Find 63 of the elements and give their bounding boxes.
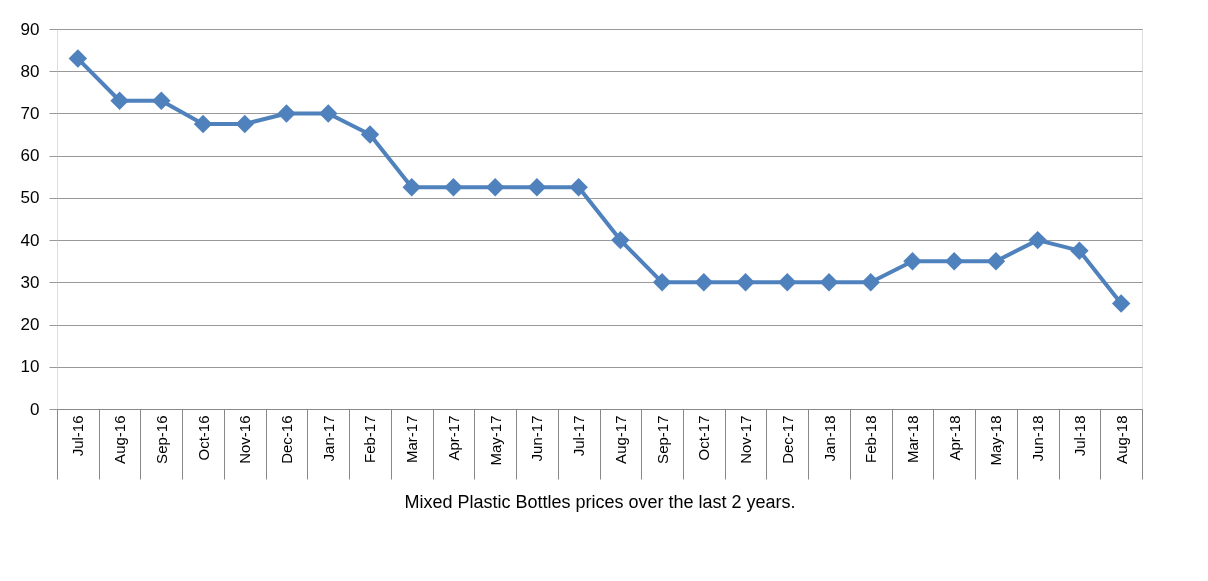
x-tick-label: Jan-18 <box>820 415 838 462</box>
point <box>944 252 964 271</box>
x-tick-label: Mar-17 <box>403 415 421 464</box>
point <box>485 178 505 197</box>
x-axis-title: Mixed Plastic Bottles prices over the last 2 years. <box>404 492 796 512</box>
y-tick-label: 70 <box>20 103 40 123</box>
y-tick-label: 60 <box>20 146 40 166</box>
x-tick-label: Oct-16 <box>194 415 212 461</box>
x-tick-label: Jul-17 <box>570 415 588 457</box>
x-tick-label: Apr-17 <box>444 415 462 461</box>
y-tick-label: 10 <box>20 357 40 377</box>
point <box>110 91 129 110</box>
x-tick-label: Jan-17 <box>319 415 337 462</box>
point <box>402 178 421 197</box>
point <box>778 273 797 292</box>
point <box>694 273 714 292</box>
point <box>1070 241 1089 260</box>
x-tick-label: Jul-16 <box>69 415 87 457</box>
y-tick-label: 20 <box>20 315 40 335</box>
point <box>611 230 630 250</box>
x-tick-label: Feb-17 <box>361 415 379 464</box>
y-tick-label: 90 <box>20 19 40 39</box>
point <box>903 252 922 271</box>
x-tick-label: Oct-17 <box>695 415 713 461</box>
point <box>68 49 88 68</box>
y-tick-label: 40 <box>20 230 40 250</box>
x-tick-label: Aug-17 <box>611 415 629 464</box>
x-tick-label: Dec-16 <box>278 415 296 464</box>
x-tick-label: May-17 <box>486 415 504 466</box>
x-tick-label: Dec-17 <box>778 415 796 464</box>
x-tick-label: Mar-18 <box>903 415 921 464</box>
x-tick-label: Nov-17 <box>737 415 755 464</box>
point <box>986 252 1006 271</box>
y-tick-label: 80 <box>20 61 40 81</box>
x-tick-label: Aug-18 <box>1112 415 1130 464</box>
x-tick-label: Apr-18 <box>945 415 963 461</box>
x-tick-label: Jun-18 <box>1029 415 1047 462</box>
point <box>569 178 588 197</box>
point <box>235 114 255 134</box>
point <box>319 104 338 123</box>
point <box>360 125 380 144</box>
x-tick-label: Sep-16 <box>152 415 170 464</box>
x-tick-label: Aug-16 <box>111 415 129 464</box>
point <box>152 91 171 110</box>
point <box>193 114 213 134</box>
y-tick-label: 0 <box>30 399 40 419</box>
x-tick-label: Sep-17 <box>653 415 671 464</box>
point <box>652 273 672 292</box>
point <box>277 104 296 123</box>
point <box>819 273 839 292</box>
x-tick-label: Jun-17 <box>528 415 546 462</box>
x-tick-label: Feb-18 <box>862 415 880 464</box>
point <box>1028 230 1047 250</box>
point <box>444 178 463 197</box>
x-tick-label: Jul-18 <box>1070 415 1088 457</box>
y-tick-label: 50 <box>20 188 40 208</box>
point <box>736 273 755 292</box>
point <box>1111 294 1131 313</box>
point <box>527 178 547 197</box>
x-tick-label: May-18 <box>987 415 1005 466</box>
y-tick-label: 30 <box>20 272 40 292</box>
point <box>861 273 880 292</box>
x-tick-label: Nov-16 <box>236 415 254 464</box>
